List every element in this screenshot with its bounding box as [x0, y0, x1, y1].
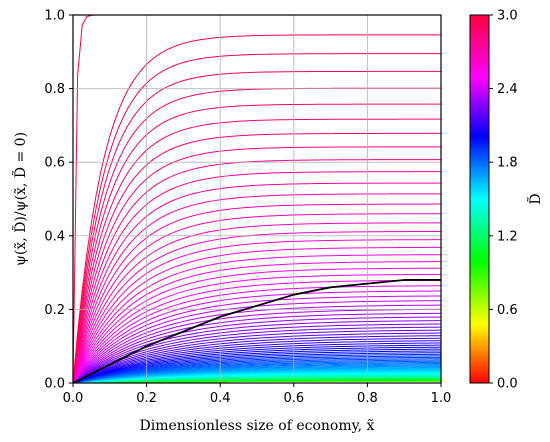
family-curve — [73, 213, 441, 383]
family-curve — [73, 348, 441, 383]
family-curve — [73, 308, 441, 383]
y-tick-label: 1.0 — [44, 9, 65, 24]
y-tick-label: 0.4 — [44, 229, 65, 244]
y-tick-label: 0.2 — [44, 303, 65, 318]
family-curve — [73, 254, 441, 383]
family-curve — [73, 246, 441, 383]
curve-family — [73, 15, 441, 383]
colorbar-tick-label: 0.6 — [497, 303, 518, 318]
grid — [73, 15, 441, 383]
family-curve — [73, 335, 441, 383]
family-curve — [73, 361, 441, 383]
family-curve — [73, 290, 441, 383]
family-curve — [73, 346, 441, 383]
family-curve — [73, 329, 441, 383]
family-curve — [73, 171, 441, 383]
family-curve — [73, 70, 441, 383]
colorbar-label: D̃ — [526, 193, 544, 204]
family-curve — [73, 340, 441, 383]
family-curve — [73, 312, 441, 383]
x-tick-label: 0.4 — [210, 391, 231, 406]
x-tick-label: 0.8 — [357, 391, 378, 406]
colorbar-tick-label: 0.0 — [497, 377, 518, 392]
family-curve — [73, 239, 441, 383]
family-curve — [73, 279, 441, 383]
family-curve — [73, 359, 441, 383]
family-curve — [73, 320, 441, 383]
family-curve — [73, 203, 441, 383]
family-curve — [73, 182, 441, 383]
x-tick-label: 1.0 — [431, 391, 452, 406]
family-curve — [73, 261, 441, 383]
family-curve — [73, 222, 441, 383]
plot-frame — [72, 14, 442, 384]
colorbar-tick-label: 3.0 — [497, 9, 518, 24]
family-curve — [73, 146, 441, 383]
x-axis-label: Dimensionless size of economy, x̃ — [140, 418, 375, 434]
colorbar-ticks: 0.0 0.6 1.2 1.8 2.4 3.0 — [489, 9, 518, 392]
colorbar-tick-label: 1.2 — [497, 229, 518, 244]
family-curve — [73, 363, 441, 383]
family-curve — [73, 337, 441, 383]
family-curve — [73, 118, 441, 383]
family-curve — [73, 358, 441, 383]
family-curve — [73, 285, 441, 383]
colorbar — [469, 14, 490, 384]
x-axis-ticks: 0.0 0.2 0.4 0.6 0.8 1.0 — [63, 383, 452, 406]
family-curve — [73, 342, 441, 383]
colorbar-tick-label: 2.4 — [497, 82, 518, 97]
series-layer — [73, 279, 441, 383]
family-curve — [73, 316, 441, 383]
family-curve — [73, 132, 441, 383]
family-curve — [73, 34, 441, 383]
family-curve — [73, 356, 441, 383]
family-curve — [73, 295, 441, 383]
series-line-0 — [73, 279, 441, 383]
family-curve — [73, 353, 441, 383]
family-curve — [73, 304, 441, 383]
family-curve — [73, 332, 441, 383]
family-curve — [73, 352, 441, 383]
family-curve — [73, 230, 441, 383]
y-tick-label: 0.6 — [44, 156, 65, 171]
x-tick-label: 0.2 — [136, 391, 157, 406]
y-tick-label: 0.8 — [44, 82, 65, 97]
x-tick-label: 0.6 — [283, 391, 304, 406]
y-axis-ticks: 0.0 0.2 0.4 0.6 0.8 1.0 — [44, 9, 73, 392]
family-curve — [73, 350, 441, 383]
family-curve — [73, 360, 441, 383]
y-axis-label: ψ(x̃, D̃)/ψ(x̃, D̃ = 0) — [11, 132, 29, 266]
family-curve — [73, 273, 441, 383]
family-curve — [73, 364, 441, 383]
family-curve — [73, 344, 441, 383]
family-curve — [73, 323, 441, 383]
family-curve — [73, 355, 441, 383]
colorbar-tick-label: 1.8 — [497, 156, 518, 171]
y-tick-label: 0.0 — [44, 377, 65, 392]
family-curve — [73, 267, 441, 383]
x-tick-label: 0.0 — [63, 391, 84, 406]
family-curve — [73, 103, 441, 383]
family-curve — [73, 53, 441, 383]
family-curve — [73, 193, 441, 383]
family-curve — [73, 159, 441, 383]
